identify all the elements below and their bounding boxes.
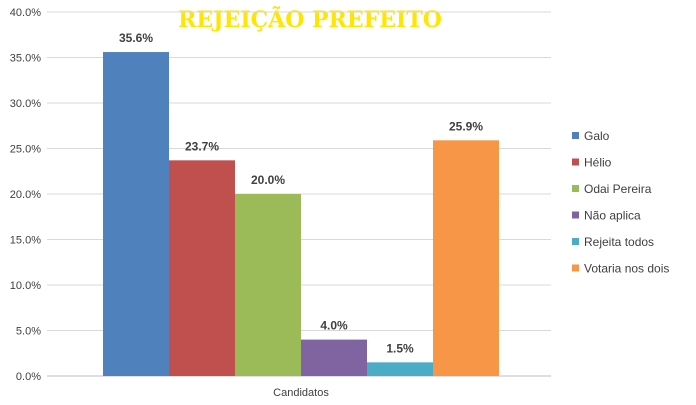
legend: Galo Hélio Odai Pereira Não aplica Rejeita t… [572,129,669,276]
y-tick-label: 35.0% [10,53,41,65]
y-tick-label: 0.0% [16,371,41,383]
legend-label: Galo [584,129,610,143]
bars-layer [103,52,499,376]
data-label: 20.0% [251,173,285,187]
y-tick-label: 20.0% [10,189,41,201]
y-tick-label: 10.0% [10,280,41,292]
bar [301,339,367,376]
data-label: 35.6% [119,31,153,45]
x-axis-title: Candidatos [273,387,329,399]
legend-swatch [572,158,579,166]
legend-label: Votaria nos dois [584,262,669,276]
data-labels-layer: 35.6% 23.7% 20.0% 4.0% 1.5% 25.9% [119,31,483,355]
legend-label: Hélio [584,156,612,170]
bar [103,52,169,376]
data-label: 25.9% [449,119,483,133]
legend-swatch [572,185,579,192]
y-tick-label: 40.0% [10,7,41,19]
bar [433,140,499,376]
bar [235,194,301,376]
legend-swatch [572,132,579,139]
data-label: 23.7% [185,139,219,153]
data-label: 4.0% [320,319,348,333]
chart-title: REJEIÇÃO PREFEITO [178,6,442,33]
data-label: 1.5% [386,341,414,355]
bar [169,160,235,376]
y-tick-label: 30.0% [10,98,41,110]
legend-swatch [572,264,579,272]
legend-label: Não aplica [584,209,641,223]
y-tick-label: 25.0% [10,144,41,156]
legend-label: Rejeita todos [584,235,654,249]
y-tick-label: 5.0% [16,326,41,338]
bar [367,362,433,376]
y-tick-label: 15.0% [10,235,41,247]
legend-swatch [572,238,579,245]
legend-swatch [572,211,579,219]
legend-label: Odai Pereira [584,182,652,196]
